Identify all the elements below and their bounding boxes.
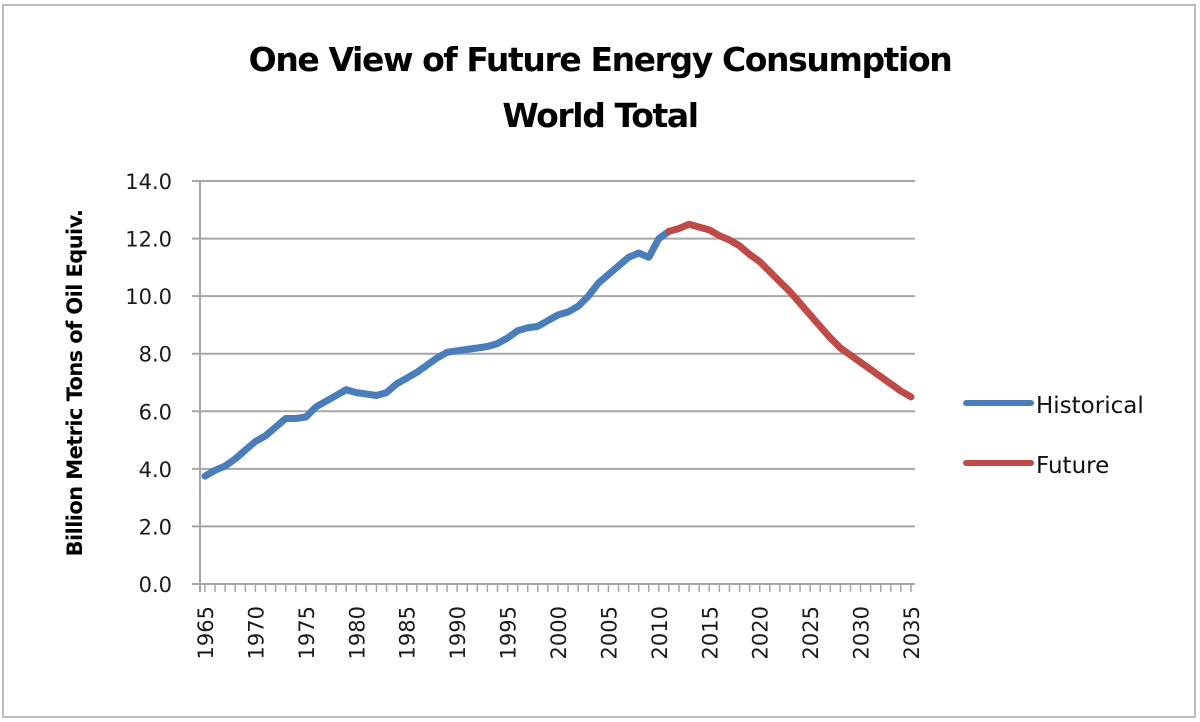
gridlines [192,180,915,528]
y-tick-label: 2.0 [139,515,172,539]
x-tick-label: 1980 [345,606,369,659]
x-tick-label: 2025 [799,606,823,659]
y-axis-label: Billion Metric Tons of Oil Equiv. [63,210,87,557]
y-tick-label: 8.0 [139,343,172,367]
series-line-historical [201,227,673,480]
x-tick-label: 2005 [597,606,621,659]
x-tick-label: 1970 [244,606,268,659]
x-tick-label: 2010 [648,606,672,659]
legend-item-historical: Historical [963,393,1144,419]
legend: Historical Future [963,393,1144,479]
x-tick-label: 1995 [497,606,521,659]
x-tick-label: 2035 [900,606,924,659]
x-tick-label: 1965 [194,606,218,659]
legend-item-future: Future [963,453,1109,479]
x-tick-label: 1985 [396,606,420,659]
legend-label: Historical [1036,393,1144,419]
x-tick-label: 2030 [850,606,874,659]
axes [192,181,915,592]
x-tick-labels: 1965 1970 1975 1980 1985 1990 1995 2000 2005 2010… [194,606,924,659]
x-tick-label: 1975 [295,606,319,659]
y-tick-label: 14.0 [125,170,172,194]
series-lines [201,220,915,480]
x-tick-label: 2020 [749,606,773,659]
x-tick-label: 1990 [446,606,470,659]
y-tick-label: 0.0 [139,573,172,597]
y-tick-label: 4.0 [139,458,172,482]
y-tick-label: 6.0 [139,400,172,424]
x-tick-label: 2000 [547,606,571,659]
chart-title: One View of Future Energy Consumption [248,40,953,79]
legend-label: Future [1036,453,1109,479]
x-tick-label: 2015 [698,606,722,659]
y-tick-label: 12.0 [125,228,172,252]
series-line-future [665,220,915,401]
y-tick-labels: 0.0 2.0 4.0 6.0 8.0 10.0 12.0 14.0 [125,170,172,597]
chart-subtitle: World Total [502,96,699,135]
y-tick-label: 10.0 [125,285,172,309]
